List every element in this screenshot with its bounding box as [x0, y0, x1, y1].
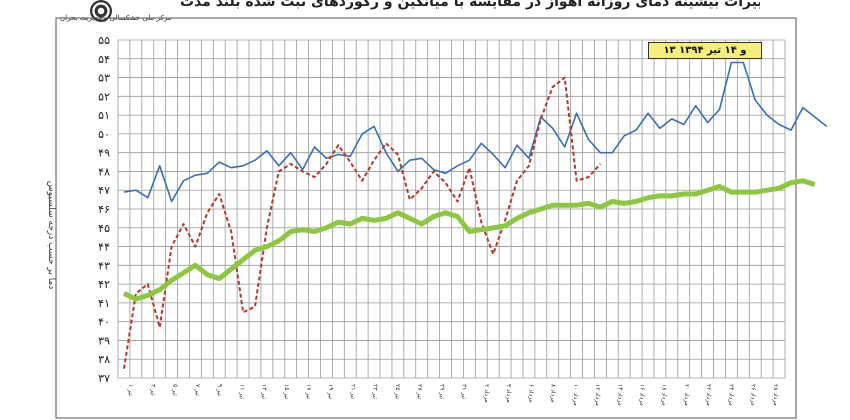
y-tick-label: ۴۳ [98, 259, 110, 272]
x-tick-label: ۹ تیر [216, 384, 223, 396]
y-tick-label: ۳۹ [98, 334, 110, 347]
y-tick-label: ۵۵ [98, 34, 110, 47]
chart-title: تغییرات بیشینه دمای روزانه اهواز در مقای… [180, 0, 760, 10]
x-tick-label: ۳۱ تیر [461, 384, 468, 399]
x-tick-label: ۲۹ تیر [438, 384, 445, 399]
x-tick-label: ۲۲ مرداد [705, 384, 712, 406]
y-tick-label: ۴۹ [98, 147, 110, 160]
x-tick-label: ۲۶ مرداد [750, 384, 757, 406]
y-tick-label: ۴۸ [98, 165, 110, 178]
org-logo [90, 0, 112, 22]
y-tick-label: ۳۸ [98, 353, 110, 366]
y-tick-label: ۵۲ [98, 90, 110, 103]
x-tick-label: ۲۵ تیر [394, 384, 401, 399]
x-tick-label: ۵ تیر [172, 384, 179, 396]
x-tick-label: ۷ تیر [194, 384, 201, 396]
x-tick-label: ۶ مرداد [527, 384, 534, 403]
x-tick-label: ۲۰ مرداد [683, 384, 690, 406]
y-tick-label: ۴۴ [98, 241, 110, 254]
x-tick-label: ۱ تیر [127, 384, 134, 396]
x-tick-label: ۱۱ تیر [238, 384, 245, 399]
x-tick-label: ۲۴ مرداد [727, 384, 734, 406]
x-tick-label: ۲۳ تیر [372, 384, 379, 399]
y-tick-label: ۴۶ [98, 203, 110, 216]
y-tick-label: ۴۱ [98, 297, 110, 310]
x-tick-label: ۱۷ تیر [305, 384, 312, 399]
x-tick-label: ۲ مرداد [483, 384, 490, 403]
x-tick-label: ۱۲ مرداد [594, 384, 601, 406]
x-tick-label: ۲۷ تیر [416, 384, 423, 399]
y-tick-label: ۵۴ [98, 53, 110, 66]
y-tick-label: ۴۵ [98, 222, 110, 235]
x-tick-label: ۳ تیر [149, 384, 156, 396]
chart-frame [55, 17, 797, 419]
x-tick-label: ۱۰ مرداد [572, 384, 579, 406]
date-highlight-label: ۱۳ و ۱۴ تیر ۱۳۹۴ [648, 42, 762, 59]
x-tick-label: ۲۸ مرداد [772, 384, 779, 406]
y-tick-label: ۴۰ [98, 316, 110, 329]
y-tick-label: ۵۰ [98, 128, 110, 141]
x-tick-label: ۴ مرداد [505, 384, 512, 403]
y-tick-label: ۵۱ [98, 109, 110, 122]
y-tick-label: ۳۷ [98, 372, 110, 385]
series-line-series_2015 [123, 61, 828, 203]
y-axis-label: دما بر حسب درجه سلسیوس [46, 180, 56, 290]
x-tick-label: ۱۸ مرداد [661, 384, 668, 406]
x-tick-label: ۱۴ مرداد [616, 384, 623, 406]
y-tick-label: ۴۷ [98, 184, 110, 197]
x-tick-label: ۱۶ مرداد [638, 384, 645, 406]
series-line-series_record [123, 76, 602, 369]
series-line-series_mean [122, 178, 816, 302]
y-tick-label: ۴۲ [98, 278, 110, 291]
x-tick-label: ۲۱ تیر [349, 384, 356, 399]
y-tick-label: ۵۳ [98, 72, 110, 85]
x-tick-label: ۸ مرداد [550, 384, 557, 403]
x-tick-label: ۱۳ تیر [261, 384, 268, 399]
x-tick-label: ۱۵ تیر [283, 384, 290, 399]
x-tick-label: ۱۹ تیر [327, 384, 334, 399]
